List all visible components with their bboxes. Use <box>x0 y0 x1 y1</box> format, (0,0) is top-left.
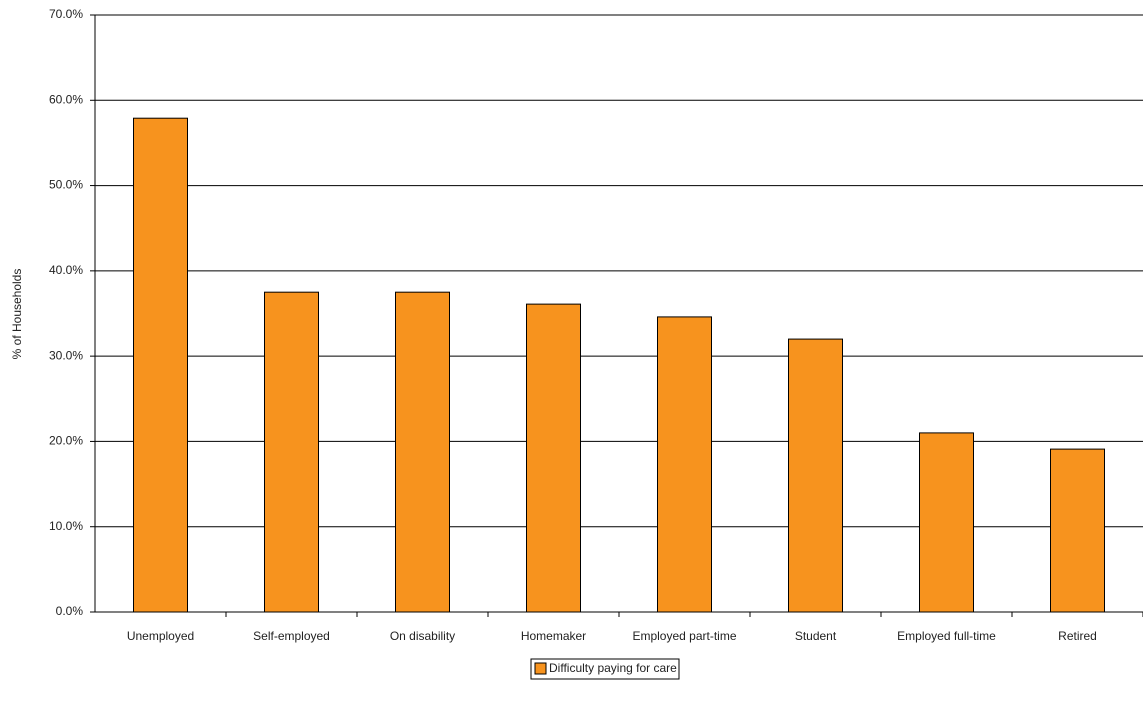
bar <box>395 291 450 613</box>
y-tick-label: 50.0% <box>49 178 83 192</box>
y-tick-label: 0.0% <box>56 604 84 618</box>
bar <box>919 432 974 613</box>
bar <box>657 316 712 613</box>
x-tick-label: Student <box>794 629 837 643</box>
x-tick-label: Unemployed <box>126 629 195 643</box>
y-tick-label: 70.0% <box>49 7 83 21</box>
y-tick-label: 60.0% <box>49 92 83 106</box>
x-tick-label: Employed part-time <box>632 629 737 643</box>
y-tick-label: 40.0% <box>49 263 83 277</box>
bar <box>133 117 188 613</box>
x-tick-label: Self-employed <box>253 629 330 643</box>
y-axis-label: % of Households <box>10 269 24 360</box>
x-tick-label: Retired <box>1058 629 1097 643</box>
y-tick-label: 30.0% <box>49 348 83 362</box>
legend-box <box>530 658 680 680</box>
bar <box>1050 448 1105 613</box>
bar <box>264 291 319 613</box>
legend-swatch <box>534 662 547 675</box>
y-tick-label: 10.0% <box>49 519 83 533</box>
bar <box>526 303 581 613</box>
x-tick-label: On disability <box>389 629 456 643</box>
x-tick-label: Employed full-time <box>897 629 996 643</box>
bar <box>788 338 843 613</box>
legend-label: Difficulty paying for care <box>549 661 677 675</box>
y-tick-label: 20.0% <box>49 434 83 448</box>
x-tick-label: Homemaker <box>520 629 587 643</box>
